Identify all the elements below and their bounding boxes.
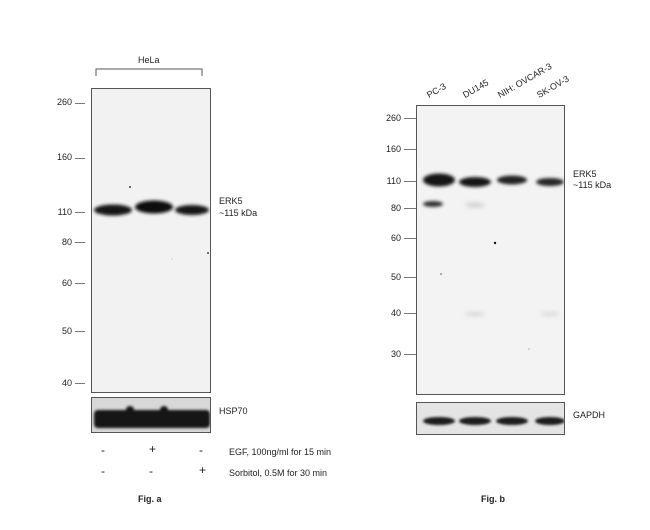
mw-tick — [404, 354, 416, 355]
mw-tick — [404, 277, 416, 278]
mw-marker-80: 80 — [390, 203, 401, 213]
mw-marker-60: 60 — [390, 233, 401, 243]
mw-marker-260: 260 — [385, 113, 401, 123]
treatment-sign: - — [199, 443, 203, 457]
mw-marker-40: 40 — [390, 308, 401, 318]
mw-marker-160: 160 — [56, 152, 72, 162]
mw-marker-40: 40 — [61, 378, 72, 388]
mw-tick — [75, 331, 85, 332]
mw-marker-50: 50 — [61, 326, 72, 336]
treatment-label: EGF, 100ng/ml for 15 min — [229, 447, 332, 457]
loading-control-label-b: GAPDH — [573, 410, 606, 420]
erk5-blot-a — [91, 88, 211, 393]
mw-marker-110: 110 — [386, 176, 401, 186]
target-label-a: ERK5 — [219, 196, 243, 206]
mw-tick — [404, 181, 416, 182]
mw-marker-60: 60 — [61, 278, 72, 288]
lane-label: PC-3 — [425, 81, 448, 100]
mw-tick — [75, 103, 85, 104]
loading-control-label-a: HSP70 — [219, 406, 248, 416]
target-size-b: ~115 kDa — [573, 180, 612, 190]
figure-caption-b: Fig. b — [481, 494, 505, 504]
mw-tick — [75, 158, 85, 159]
treatment-sign: + — [199, 463, 207, 477]
lane-label: SK-OV-3 — [535, 73, 571, 100]
gapdh-blot — [416, 402, 565, 435]
treatment-sign: + — [149, 442, 157, 456]
mw-marker-110: 110 — [57, 207, 72, 217]
target-size-a: ~115 kDa — [219, 208, 258, 218]
treatment-sign: - — [101, 464, 105, 478]
figure-caption-a: Fig. a — [138, 494, 162, 504]
mw-marker-30: 30 — [390, 349, 401, 359]
mw-tick — [404, 208, 416, 209]
treatment-label: Sorbitol, 0.5M for 30 min — [229, 468, 328, 478]
treatment-sign: - — [149, 464, 153, 478]
mw-tick — [404, 313, 416, 314]
hsp70-blot — [91, 397, 211, 433]
mw-marker-260: 260 — [56, 97, 72, 107]
cell-line-label: HeLa — [138, 55, 160, 65]
mw-tick — [75, 283, 85, 284]
mw-tick — [404, 118, 416, 119]
treatment-sign: - — [101, 443, 105, 457]
target-label-b: ERK5 — [573, 169, 597, 179]
mw-marker-50: 50 — [390, 272, 401, 282]
mw-marker-160: 160 — [385, 144, 401, 154]
mw-tick — [75, 383, 85, 384]
erk5-blot-b — [416, 105, 565, 395]
mw-marker-80: 80 — [61, 237, 72, 247]
mw-tick — [404, 149, 416, 150]
mw-tick — [404, 238, 416, 239]
mw-tick — [75, 212, 85, 213]
mw-tick — [75, 242, 85, 243]
lane-label: DU145 — [461, 77, 491, 100]
